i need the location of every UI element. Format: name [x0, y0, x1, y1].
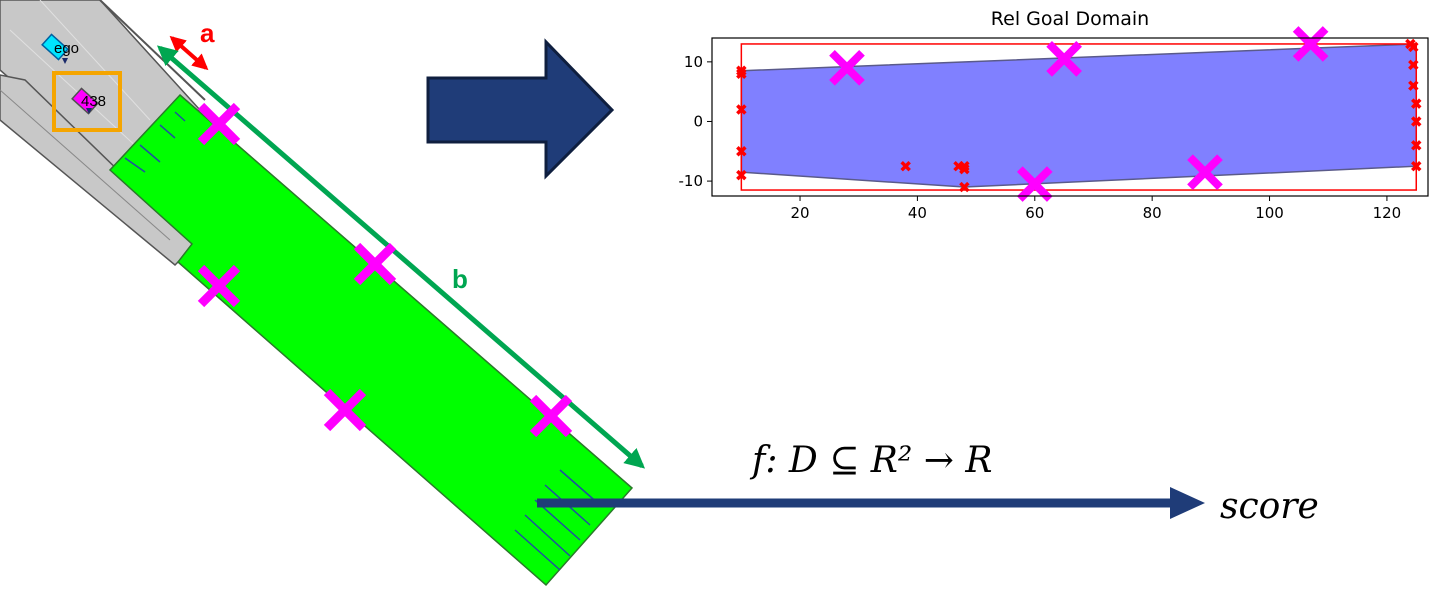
- sample-point: [1046, 41, 1082, 77]
- scene-sample-markers: [197, 102, 573, 438]
- sample-point: [829, 49, 865, 86]
- chart-title: Rel Goal Domain: [991, 8, 1149, 30]
- sample-cross-marker: [529, 394, 573, 438]
- boundary-point: [1411, 160, 1422, 172]
- boundary-point: [736, 146, 747, 157]
- x-tick-label: 80: [1143, 204, 1162, 222]
- chart-plot-area: 20 40 60 80 100 120 -10 0 10: [679, 26, 1429, 222]
- sample-point: [1187, 154, 1223, 190]
- x-tick-label: 40: [908, 204, 927, 222]
- boundary-point: [959, 181, 970, 193]
- boundary-point: [736, 169, 747, 181]
- sample-cross-marker: [197, 102, 241, 146]
- score-arrow-head: [1170, 487, 1205, 519]
- ego-label: ego: [54, 40, 79, 57]
- axes-frame: [711, 37, 1429, 197]
- target-highlight-box: [52, 71, 122, 132]
- sample-cross-marker: [197, 264, 241, 308]
- ego-vehicle: [41, 33, 69, 64]
- x-tick-label: 60: [1025, 204, 1044, 222]
- boundary-point: [1411, 140, 1422, 151]
- sample-point: [1292, 26, 1329, 62]
- y-tick-label: 0: [693, 112, 703, 130]
- boundary-point: [1408, 80, 1419, 91]
- dimension-label-a: a: [200, 18, 215, 48]
- transform-arrow: [426, 38, 615, 180]
- road-lane-line: [39, 0, 151, 121]
- boundary-point: [736, 68, 747, 80]
- y-tick-label: -10: [679, 172, 704, 190]
- sample-cross-marker: [323, 388, 367, 432]
- x-tick-label: 120: [1373, 204, 1402, 222]
- target-vehicle: [71, 87, 99, 115]
- rel-goal-domain-chart: Rel Goal Domain 20 40 60 80 100 120 -10 0 10: [679, 8, 1429, 222]
- sample-cross-marker: [353, 242, 397, 286]
- road-lane-line: [0, 89, 171, 241]
- function-mapping-label: f: D ⊆ R² → R: [749, 440, 993, 481]
- boundary-point: [959, 163, 970, 175]
- x-tick-label: 100: [1255, 204, 1284, 222]
- x-tick-label: 20: [790, 204, 809, 222]
- vehicle-id-label: 438: [81, 93, 106, 110]
- dimension-label-b: b: [452, 264, 468, 294]
- boundary-point: [1411, 98, 1422, 109]
- boundary-point: [1411, 116, 1422, 127]
- road-scene: ego 438 a b: [0, 0, 1205, 587]
- boundary-point: [1408, 59, 1419, 71]
- sample-point: [1016, 166, 1053, 202]
- boundary-point: [900, 160, 911, 172]
- y-tick-label: 10: [684, 53, 703, 71]
- boundary-point: [736, 104, 747, 115]
- boundary-point: [1408, 41, 1419, 53]
- score-label: score: [1220, 486, 1319, 527]
- dimension-arrow-b: [156, 45, 646, 469]
